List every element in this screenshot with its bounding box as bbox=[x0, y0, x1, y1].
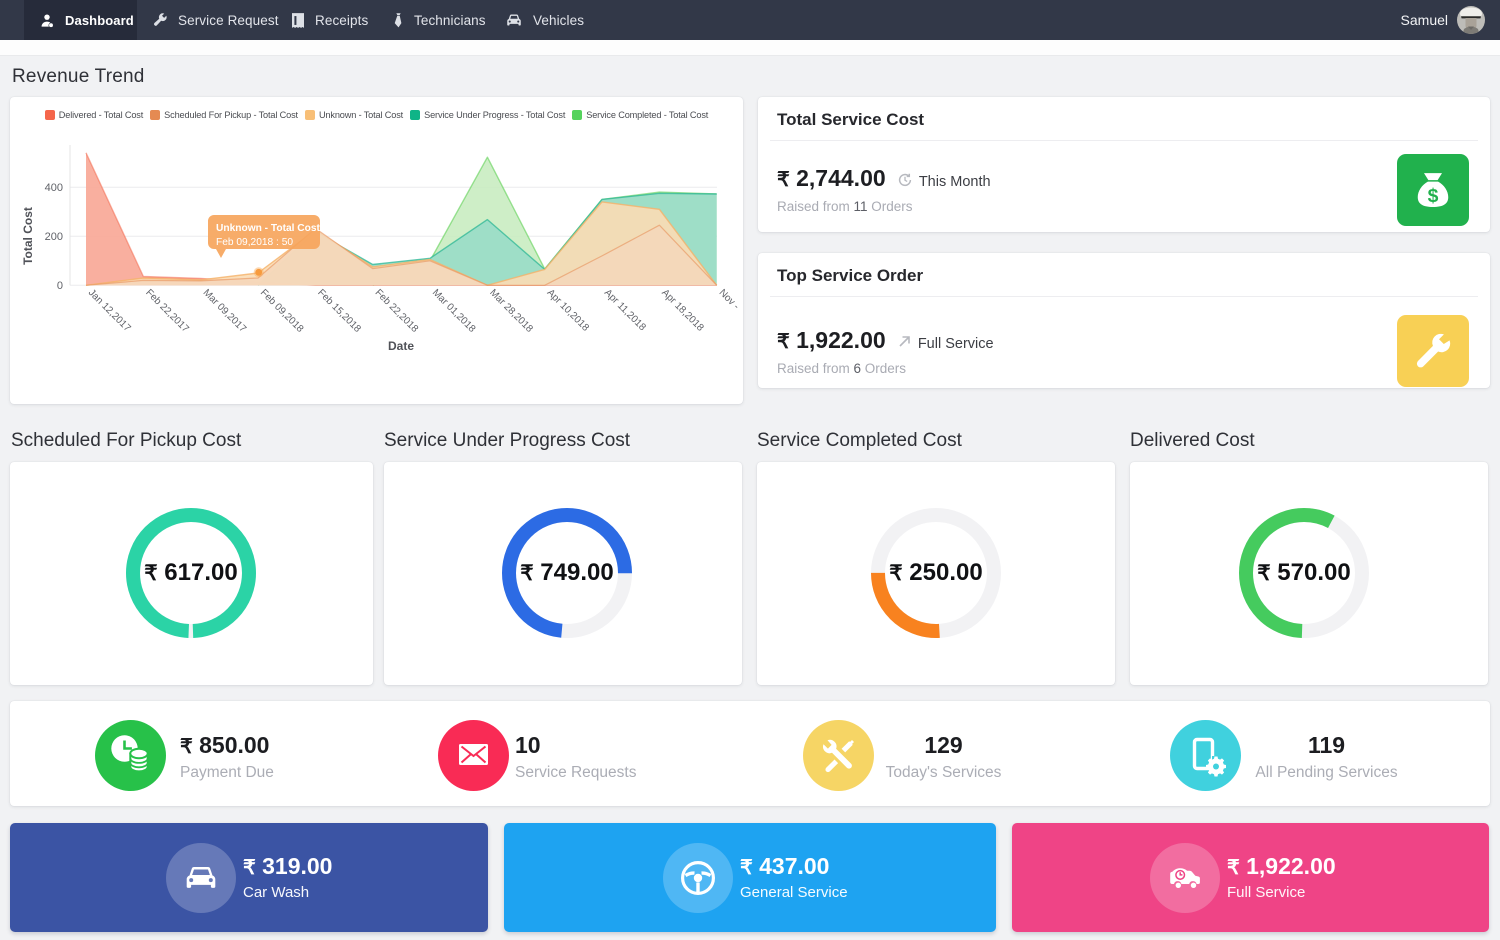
svg-text:Apr 10,2018: Apr 10,2018 bbox=[545, 287, 592, 334]
svg-text:Nov -: Nov - bbox=[717, 287, 742, 312]
svg-text:0: 0 bbox=[57, 280, 63, 292]
svg-text:Feb 22,2018: Feb 22,2018 bbox=[373, 287, 421, 335]
svg-text:Feb 09,2018 : 50: Feb 09,2018 : 50 bbox=[216, 237, 293, 248]
svg-text:Apr 11,2018: Apr 11,2018 bbox=[602, 287, 648, 333]
svg-text:Feb 22,2017: Feb 22,2017 bbox=[143, 287, 191, 335]
svg-text:$: $ bbox=[1428, 185, 1439, 207]
svg-text:Unknown - Total Cost: Unknown - Total Cost bbox=[216, 223, 321, 234]
svg-text:Date: Date bbox=[388, 339, 414, 353]
svg-text:Mar 01,2018: Mar 01,2018 bbox=[430, 287, 478, 335]
svg-text:Mar 28,2018: Mar 28,2018 bbox=[487, 287, 535, 335]
svg-text:400: 400 bbox=[45, 182, 63, 194]
svg-text:Mar 09,2017: Mar 09,2017 bbox=[201, 287, 249, 335]
svg-text:Total Cost: Total Cost bbox=[21, 207, 35, 265]
svg-text:Jan 12,2017: Jan 12,2017 bbox=[86, 287, 133, 334]
svg-text:Apr 18,2018: Apr 18,2018 bbox=[659, 287, 706, 334]
svg-text:200: 200 bbox=[45, 231, 63, 243]
svg-text:Feb 15,2018: Feb 15,2018 bbox=[315, 287, 363, 335]
svg-text:Feb 09,2018: Feb 09,2018 bbox=[258, 287, 306, 335]
